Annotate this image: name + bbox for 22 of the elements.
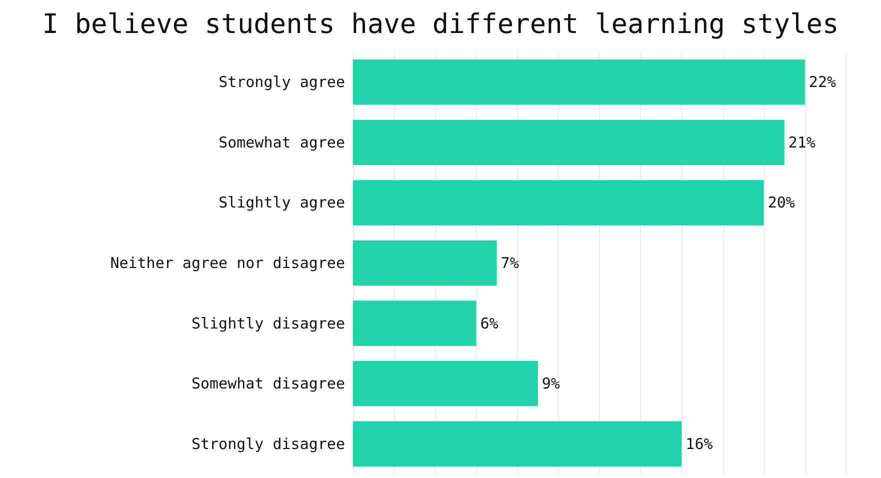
data-label: 6% <box>480 314 498 332</box>
y-tick-label: Somewhat agree <box>218 133 345 152</box>
y-tick-label: Strongly disagree <box>191 434 345 453</box>
bar <box>353 180 764 226</box>
bar <box>353 300 476 346</box>
data-label: 20% <box>768 194 795 212</box>
y-tick-label: Neither agree nor disagree <box>110 254 345 272</box>
data-label: 9% <box>542 374 560 393</box>
bar <box>353 240 497 286</box>
bar <box>353 360 538 406</box>
data-label: 16% <box>686 434 713 453</box>
bar <box>353 60 805 105</box>
y-tick-label: Slightly agree <box>218 194 345 212</box>
y-tick-label: Strongly agree <box>218 73 345 92</box>
data-label: 22% <box>808 73 836 92</box>
bar <box>353 120 784 166</box>
data-label: 21% <box>788 133 816 152</box>
y-tick-label: Slightly disagree <box>191 314 345 332</box>
data-label: 7% <box>500 254 519 272</box>
y-tick-label: Somewhat disagree <box>191 374 345 393</box>
chart-title: I believe students have different learning styles <box>42 9 839 40</box>
bar <box>353 421 682 466</box>
